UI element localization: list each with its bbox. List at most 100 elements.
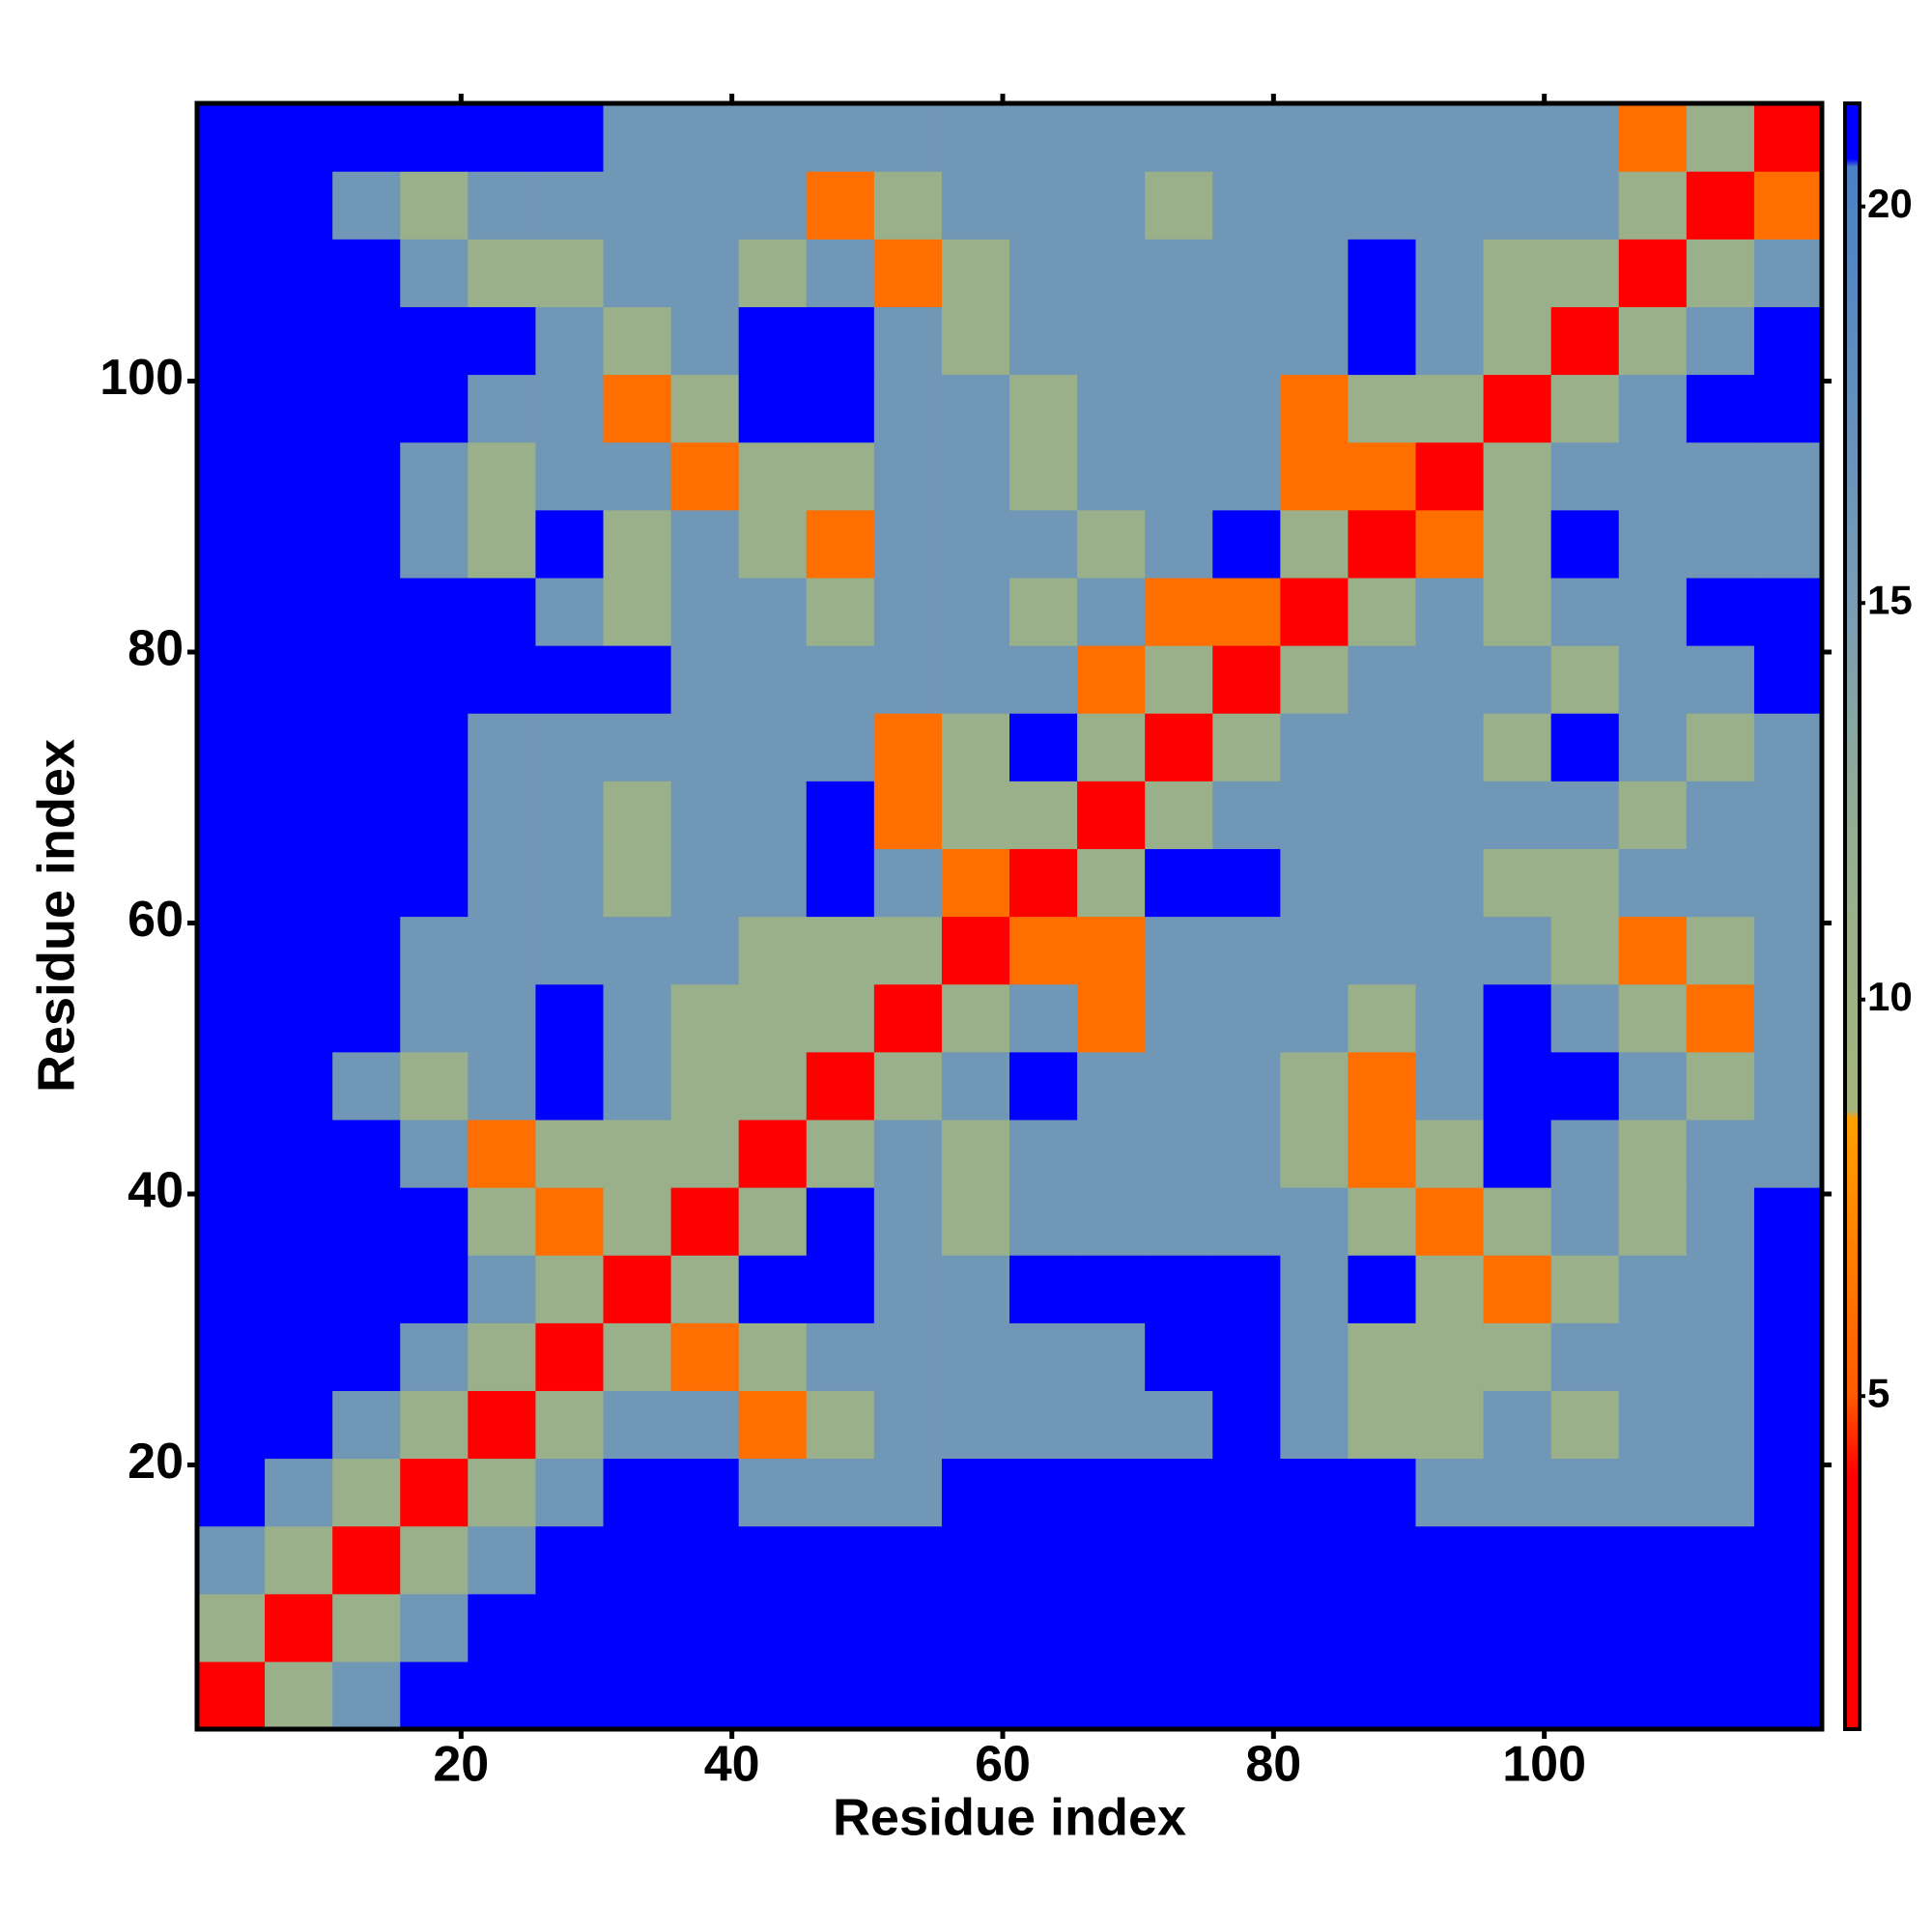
heatmap-cell [1415, 1390, 1485, 1460]
heatmap-cell [400, 1255, 469, 1323]
y-axis-label: Residue index [27, 739, 85, 1093]
heatmap-cell [1348, 239, 1417, 307]
heatmap-cell [873, 1051, 943, 1121]
heatmap-cell [1280, 1255, 1350, 1323]
heatmap-cell [468, 1458, 537, 1527]
heatmap-cell [197, 1255, 266, 1323]
heatmap-cell [806, 1051, 875, 1121]
heatmap-cell [806, 509, 875, 579]
heatmap-cell [1077, 781, 1146, 849]
y-tick-label: 80 [128, 621, 184, 677]
heatmap-cell [873, 441, 943, 511]
heatmap-cell [1145, 1119, 1213, 1188]
heatmap-cell [1483, 983, 1552, 1053]
heatmap-cell [941, 1255, 1010, 1323]
heatmap-cell [1753, 171, 1823, 240]
heatmap-cell [1550, 239, 1620, 307]
heatmap-cell [332, 171, 401, 240]
heatmap-cell [1550, 306, 1620, 376]
heatmap-cell [400, 983, 469, 1053]
heatmap-cell [535, 1255, 605, 1323]
heatmap-cell [1077, 1255, 1146, 1323]
heatmap-cell [1280, 509, 1350, 579]
heatmap-cell [1753, 781, 1823, 849]
heatmap-cell [941, 577, 1010, 646]
heatmap-cell [1483, 781, 1552, 849]
heatmap-cell [806, 239, 875, 307]
heatmap-cell [1145, 983, 1213, 1053]
heatmap-cell [1550, 509, 1620, 579]
heatmap-cell [197, 713, 266, 781]
heatmap-cell [468, 983, 537, 1053]
x-tick-label: 60 [975, 1737, 1031, 1793]
heatmap-cell [468, 1051, 537, 1121]
heatmap-cell [941, 916, 1010, 985]
heatmap-cell [535, 916, 605, 985]
heatmap-cell [197, 1322, 266, 1391]
heatmap-cell [941, 239, 1010, 307]
heatmap-cell [1415, 1322, 1485, 1391]
heatmap-cell [1415, 1119, 1485, 1188]
heatmap-cell [535, 577, 605, 646]
heatmap-cell [1145, 848, 1213, 918]
heatmap-cell [1686, 1593, 1755, 1662]
heatmap-cell [197, 306, 266, 376]
heatmap-cell [468, 171, 537, 240]
heatmap-cell [535, 1661, 605, 1730]
heatmap-cell [1483, 509, 1552, 579]
heatmap-cell [535, 1390, 605, 1460]
heatmap-cell [806, 374, 875, 443]
heatmap-cell [1212, 1051, 1281, 1121]
heatmap-cell [265, 1322, 333, 1391]
heatmap-cell [738, 713, 808, 781]
heatmap-cell [670, 1593, 740, 1662]
heatmap-cell [670, 1322, 740, 1391]
heatmap-cell [941, 645, 1010, 714]
heatmap-cell [265, 713, 333, 781]
heatmap-cell [400, 645, 469, 714]
heatmap-cell [873, 1255, 943, 1323]
heatmap-cell [1009, 306, 1078, 376]
heatmap-cell [738, 1390, 808, 1460]
heatmap-cell [1415, 1255, 1485, 1323]
heatmap-cell [1212, 306, 1281, 376]
heatmap-cell [1280, 374, 1350, 443]
heatmap-cell [468, 374, 537, 443]
heatmap-cell [400, 509, 469, 579]
heatmap-cell [1348, 916, 1417, 985]
heatmap-cell [1415, 1458, 1485, 1527]
heatmap-cell [1212, 916, 1281, 985]
heatmap-cell [806, 1593, 875, 1662]
heatmap-cell [332, 1119, 401, 1188]
x-tick-label: 100 [1502, 1737, 1586, 1793]
heatmap-cell [1483, 306, 1552, 376]
heatmap-cell [1618, 306, 1688, 376]
heatmap-cell [265, 441, 333, 511]
heatmap-cell [468, 1322, 537, 1391]
heatmap-cell [1618, 374, 1688, 443]
heatmap-cell [1009, 1661, 1078, 1730]
heatmap-cell [197, 983, 266, 1053]
heatmap-cell [1009, 1525, 1078, 1595]
heatmap-cell [806, 916, 875, 985]
heatmap-cell [1077, 1119, 1146, 1188]
heatmap-cell [400, 1187, 469, 1256]
heatmap-cell [535, 848, 605, 918]
heatmap-cell [265, 374, 333, 443]
heatmap-cell [1280, 848, 1350, 918]
heatmap-cell [603, 1390, 672, 1460]
heatmap-cell [1686, 306, 1755, 376]
heatmap-cell [738, 1119, 808, 1188]
heatmap-cell [1753, 1255, 1823, 1323]
heatmap-cell [941, 1661, 1010, 1730]
heatmap-cell [1348, 374, 1417, 443]
heatmap-cell [265, 509, 333, 579]
heatmap-cell [1483, 1390, 1552, 1460]
heatmap-cell [1145, 1661, 1213, 1730]
heatmap-cell [1753, 1593, 1823, 1662]
heatmap-cell [1009, 1187, 1078, 1256]
heatmap-cell [197, 916, 266, 985]
heatmap-cell [1348, 577, 1417, 646]
heatmap-cell [1550, 1661, 1620, 1730]
heatmap-cell [332, 1525, 401, 1595]
